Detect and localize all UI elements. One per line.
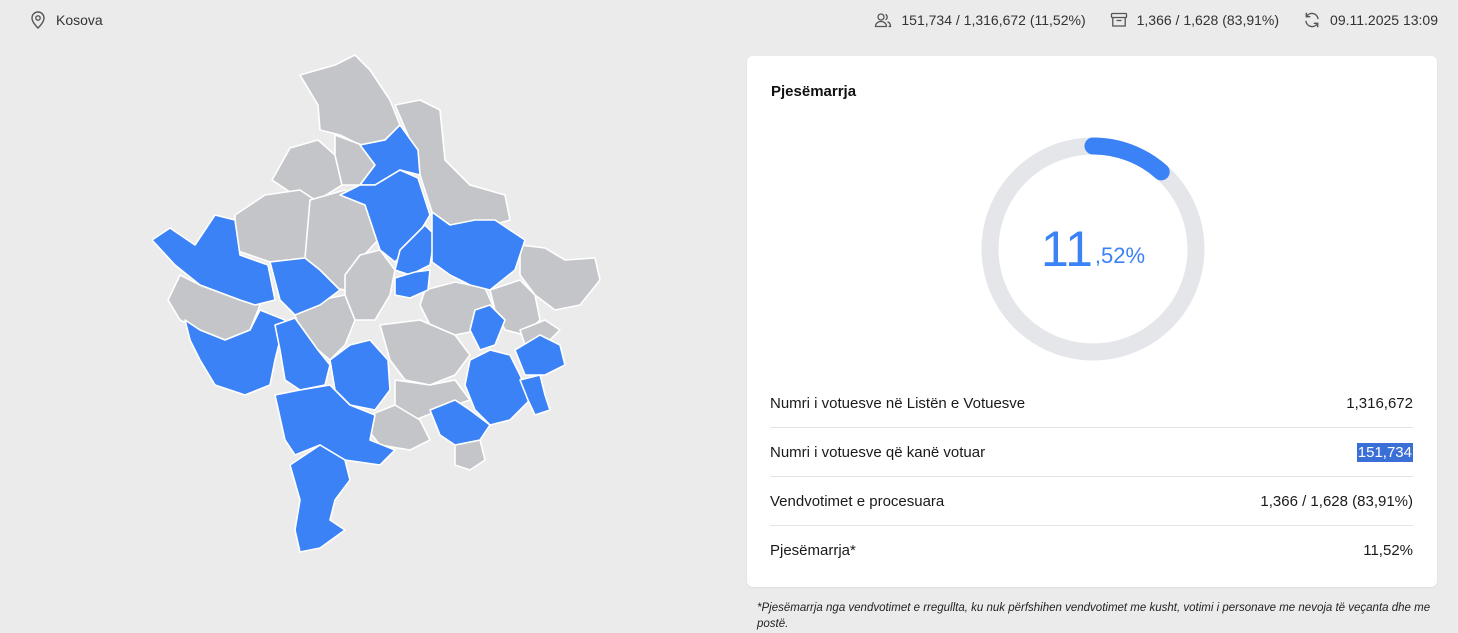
voters-stat: 151,734 / 1,316,672 (11,52%) bbox=[874, 12, 1086, 28]
stats-table: Numri i votuesve në Listën e Votuesve 1,… bbox=[770, 379, 1413, 575]
location-indicator[interactable]: Kosova bbox=[30, 11, 103, 29]
map-region-kllokot[interactable] bbox=[469, 304, 506, 351]
map-region-gjilan[interactable] bbox=[514, 334, 566, 376]
users-icon bbox=[874, 12, 892, 28]
refresh-icon[interactable] bbox=[1303, 11, 1321, 29]
map-region-novoberda[interactable] bbox=[519, 319, 561, 346]
map-region-dragash[interactable] bbox=[289, 444, 351, 553]
map-region-kacanik[interactable] bbox=[429, 399, 491, 446]
map-region-podujeva[interactable] bbox=[431, 211, 526, 291]
last-updated[interactable]: 09.11.2025 13:09 bbox=[1303, 11, 1438, 29]
turnout-decimal: ,52% bbox=[1094, 243, 1146, 268]
stations-stat-value: 1,366 / 1,628 (83,91%) bbox=[1136, 12, 1280, 28]
map-region-leposaviq[interactable] bbox=[299, 54, 401, 146]
stats-row-value: 1,366 / 1,628 (83,91%) bbox=[1260, 492, 1413, 510]
map-region-mitrovica-north[interactable] bbox=[359, 124, 421, 186]
stats-row-registered-voters: Numri i votuesve në Listën e Votuesve 1,… bbox=[770, 379, 1413, 428]
municipality-map bbox=[140, 50, 620, 570]
map-region-rahovec[interactable] bbox=[274, 317, 331, 391]
last-updated-value: 09.11.2025 13:09 bbox=[1330, 12, 1438, 28]
stats-row-label: Pjesëmarrja* bbox=[770, 542, 856, 559]
summary-stats: 151,734 / 1,316,672 (11,52%) 1,366 / 1,6… bbox=[874, 11, 1438, 29]
stats-row-value[interactable]: 151,734 bbox=[1356, 442, 1413, 462]
map-pin-icon bbox=[30, 11, 46, 29]
map-region-vushtrri[interactable] bbox=[394, 224, 436, 276]
stats-row-label: Numri i votuesve në Listën e Votuesve bbox=[770, 394, 1026, 412]
voters-stat-value: 151,734 / 1,316,672 (11,52%) bbox=[901, 12, 1086, 28]
top-bar: Kosova 151,734 / 1,316,672 (11,52%) 1 bbox=[0, 0, 1458, 42]
map-region-viti[interactable] bbox=[519, 374, 551, 416]
stats-row-value: 11,52% bbox=[1363, 542, 1413, 559]
map-region-lipjan[interactable] bbox=[379, 319, 471, 386]
stations-stat: 1,366 / 1,628 (83,91%) bbox=[1110, 12, 1279, 28]
map-region-deqan[interactable] bbox=[269, 257, 341, 316]
map-region-istog-area[interactable] bbox=[234, 189, 316, 263]
turnout-integer: 11 bbox=[1040, 221, 1093, 277]
map-region-zubin-potok[interactable] bbox=[271, 139, 343, 201]
map-region-prizren[interactable] bbox=[274, 384, 396, 466]
map-region-gjakova-west[interactable] bbox=[184, 309, 286, 396]
footnote: *Pjesëmarrja nga vendvotimet e rregullta… bbox=[757, 602, 1431, 630]
map-region-kamenica-area[interactable] bbox=[519, 244, 601, 311]
ballot-box-icon bbox=[1110, 12, 1128, 28]
donut-progress-arc bbox=[981, 137, 1205, 361]
stats-row-label: Vendvotimet e procesuara bbox=[770, 492, 945, 510]
stats-row-voted: Numri i votuesve që kanë votuar 151,734 bbox=[770, 428, 1413, 477]
stats-row-label: Numri i votuesve që kanë votuar bbox=[770, 443, 986, 461]
map-region-ferizaj[interactable] bbox=[464, 349, 531, 426]
map-region-drenas[interactable] bbox=[344, 249, 396, 321]
stats-row-stations-processed: Vendvotimet e procesuara 1,366 / 1,628 (… bbox=[770, 477, 1413, 526]
map-region-mitrovica-south[interactable] bbox=[339, 169, 431, 263]
map-region-obiliq[interactable] bbox=[394, 269, 431, 299]
location-label: Kosova bbox=[56, 12, 103, 28]
turnout-percentage: 11 ,52% bbox=[979, 135, 1207, 363]
card-title: Pjesëmarrja bbox=[771, 83, 857, 100]
stats-row-value: 1,316,672 bbox=[1346, 394, 1413, 412]
stats-row-turnout: Pjesëmarrja* 11,52% bbox=[770, 526, 1413, 575]
map-region-peja[interactable] bbox=[151, 214, 276, 306]
participation-card: Pjesëmarrja 11 ,52% Numri i votuesve në … bbox=[747, 56, 1437, 587]
turnout-donut-chart: 11 ,52% bbox=[979, 135, 1207, 363]
